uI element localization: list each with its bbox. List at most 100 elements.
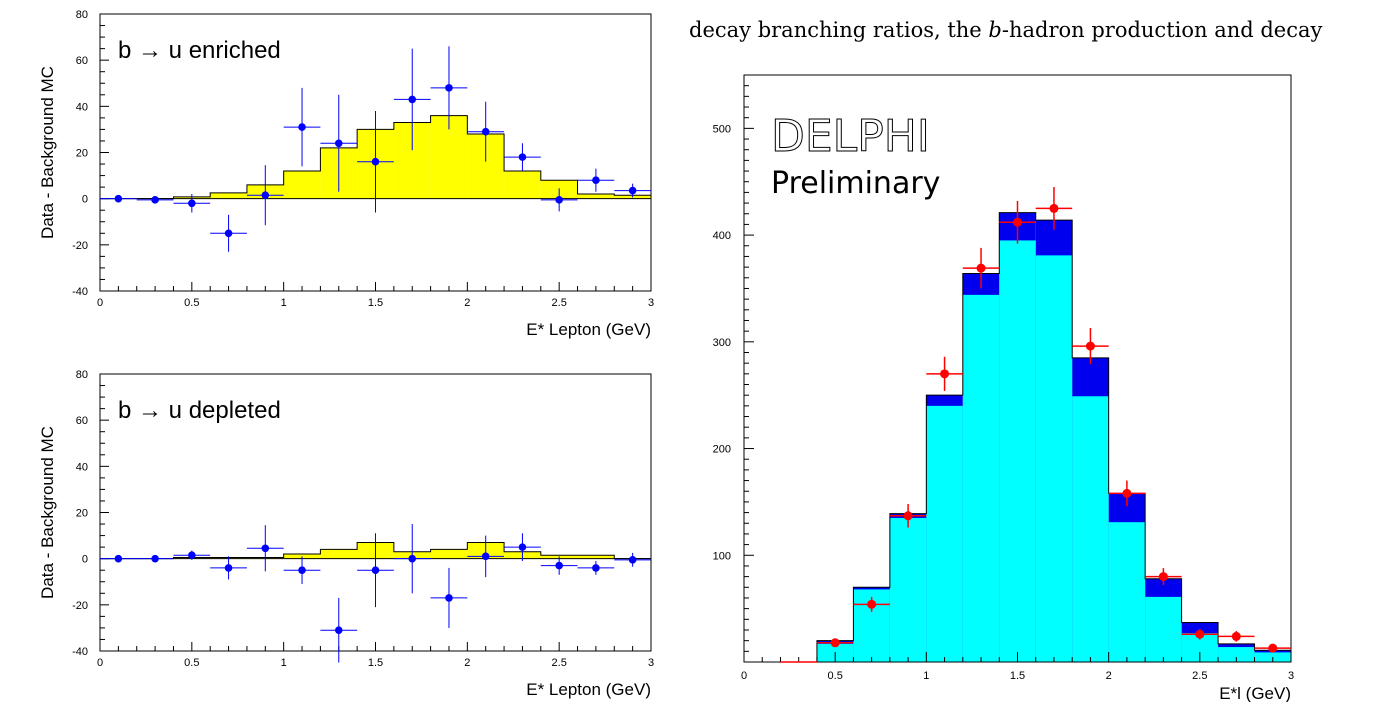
bar-signal (1108, 522, 1146, 662)
data-point (1049, 203, 1059, 213)
data-point (445, 594, 453, 602)
y-tick-label: 80 (76, 369, 88, 381)
mc-bar (283, 170, 321, 199)
data-point (1268, 643, 1278, 653)
y-tick-label: 60 (76, 415, 88, 427)
x-tick-label: 1.5 (1010, 670, 1025, 682)
data-point (224, 229, 233, 238)
data-point (1158, 572, 1168, 582)
data-point (592, 564, 600, 572)
data-point (188, 551, 196, 560)
data-point (445, 84, 453, 92)
data-point (867, 599, 877, 609)
chart-2: 0 0.5 1 1.5 2 2.5 3 -40 -20 0 20 40 60 80 b → u deplet… (38, 369, 654, 699)
y-tick-label: 300 (713, 337, 731, 349)
data-point (408, 95, 417, 104)
x-tick-label: 2 (464, 297, 470, 309)
y-axis-label: Data - Background MC (38, 426, 57, 599)
data-point (830, 638, 840, 648)
x-tick-label: 1 (281, 297, 287, 309)
x-tick-label: 1 (281, 657, 287, 669)
data-point (151, 554, 159, 563)
annotation: b → u enriched (118, 37, 281, 64)
data-point (224, 564, 233, 572)
bar-signal (1072, 396, 1109, 662)
data-point (481, 552, 490, 561)
mc-bar (283, 554, 321, 559)
data-point (261, 191, 270, 200)
y-tick-label: -40 (72, 646, 88, 658)
data-point (481, 127, 490, 136)
mc-bar (504, 170, 541, 199)
x-tick-label: 2 (1106, 670, 1112, 682)
data-point (371, 157, 380, 166)
data-point (408, 554, 417, 563)
y-tick-label: 40 (76, 461, 88, 473)
data-point (114, 554, 123, 563)
data-point (261, 544, 270, 553)
data-point (1085, 341, 1095, 351)
bar-signal (1218, 647, 1255, 662)
y-tick-label: 0 (82, 554, 88, 566)
data-point (976, 263, 986, 273)
bar-signal (926, 405, 963, 662)
mc-outline (100, 542, 651, 560)
x-tick-label: 0 (97, 657, 103, 669)
x-tick-label: 0.5 (184, 657, 199, 669)
y-tick-label: -20 (72, 600, 88, 612)
data-point (903, 511, 913, 521)
annotation: b → u depleted (118, 397, 281, 424)
data-point (1122, 488, 1132, 498)
mc-bar (430, 549, 468, 559)
x-tick-label: 0.5 (184, 297, 199, 309)
y-axis-label: Data - Background MC (38, 66, 57, 239)
data-point (628, 556, 637, 564)
data-point (151, 196, 159, 204)
mc-bar (577, 194, 615, 199)
y-tick-label: -20 (72, 240, 88, 252)
data-point (114, 194, 123, 203)
x-tick-label: 1 (923, 670, 929, 682)
y-tick-label: 100 (713, 550, 731, 562)
y-tick-label: -40 (72, 286, 88, 298)
data-point (940, 369, 950, 379)
data-point (555, 561, 563, 570)
data-point (334, 626, 343, 635)
bar-signal (999, 240, 1036, 662)
x-tick-label: 3 (648, 297, 654, 309)
bar-signal (1145, 596, 1182, 662)
y-tick-label: 80 (76, 9, 88, 21)
y-tick-label: 60 (76, 55, 88, 67)
data-point (1195, 629, 1205, 639)
x-tick-label: 0.5 (828, 670, 843, 682)
bar-signal (962, 294, 1000, 662)
chart-3: 0 0.5 1 1.5 2 2.5 3 100 200 300 400 500 DELPHI Prelim… (713, 74, 1294, 702)
data-point (518, 543, 527, 551)
x-tick-label: 1.5 (368, 657, 383, 669)
document-text-line: decay branching ratios, the b-hadron pro… (689, 18, 1323, 42)
mc-outline (100, 115, 651, 200)
y-tick-label: 20 (76, 148, 88, 160)
y-tick-label: 200 (713, 444, 731, 456)
data-point (298, 123, 306, 131)
x-tick-label: 3 (1288, 670, 1294, 682)
data-point (298, 566, 306, 575)
y-tick-label: 20 (76, 508, 88, 520)
y-tick-label: 40 (76, 101, 88, 113)
data-point (188, 199, 196, 208)
data-point (334, 139, 343, 148)
x-tick-label: 2 (464, 657, 470, 669)
data-point (592, 176, 600, 184)
chart-1: 0 0.5 1 1.5 2 2.5 3 -40 -20 0 20 40 60 80 b → u enrich… (38, 9, 654, 339)
x-axis-label: E*l (GeV) (1219, 684, 1291, 702)
x-axis-label: E* Lepton (GeV) (526, 680, 651, 699)
chart-subtitle: Preliminary (771, 166, 940, 201)
mc-bar (210, 192, 247, 199)
x-tick-label: 2.5 (552, 297, 567, 309)
x-tick-label: 0 (97, 297, 103, 309)
x-tick-label: 2.5 (552, 657, 567, 669)
x-tick-label: 0 (741, 670, 747, 682)
bar-signal (889, 517, 927, 662)
x-tick-label: 2.5 (1192, 670, 1207, 682)
data-point (518, 153, 527, 161)
